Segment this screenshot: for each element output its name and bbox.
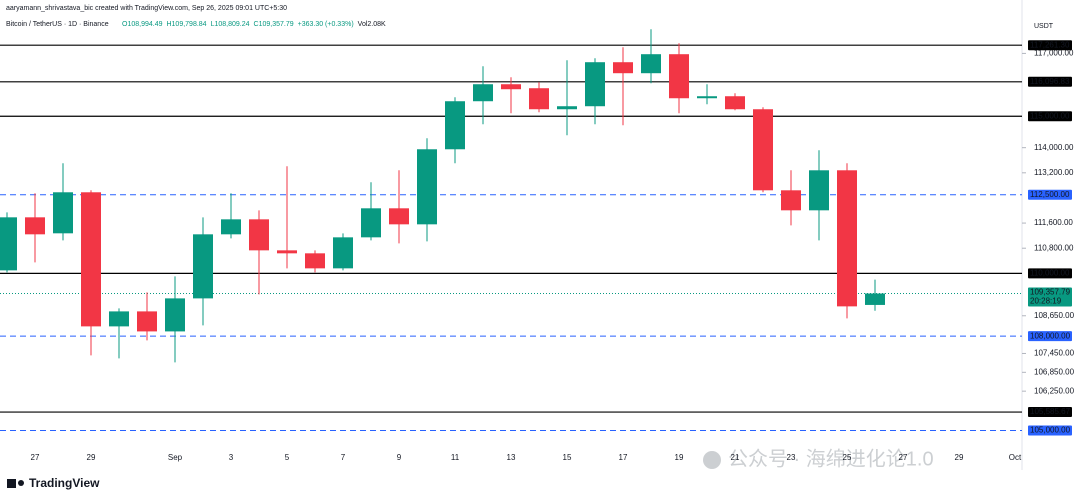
x-tick-label: 5 <box>285 453 290 462</box>
candle-body <box>165 298 185 332</box>
watermark: 公众号 · 海绵进化论1.0 <box>728 447 934 470</box>
candle-body <box>809 170 829 211</box>
countdown: 20:28:19 <box>1030 297 1062 306</box>
symbol: Bitcoin / TetherUS · 1D · Binance <box>6 21 109 28</box>
ohlc-value: C109,357.79 <box>254 21 294 28</box>
credit: aaryamann_shrivastava_bic created with T… <box>6 5 287 12</box>
x-tick-label: 7 <box>341 453 346 462</box>
candle-body <box>837 170 857 307</box>
y-tick-label: 110,800.00 <box>1034 243 1074 252</box>
brand: TradingView <box>29 476 100 490</box>
x-tick-label: Sep <box>168 453 183 462</box>
level-label: 108,000.00 <box>1030 331 1071 340</box>
candle-body <box>529 88 549 110</box>
y-tick-label: 108,650.00 <box>1034 311 1075 320</box>
x-tick-label: Oct <box>1009 453 1022 462</box>
ohlc-value: Vol2.08K <box>358 21 386 28</box>
level-label-box <box>1028 425 1072 436</box>
candle-body <box>249 219 269 251</box>
level-label: 117,261.30 <box>1030 40 1070 49</box>
candle-body <box>221 219 241 235</box>
x-tick-label: 29 <box>87 453 96 462</box>
candle-body <box>445 101 465 150</box>
last-price-box <box>1028 287 1072 307</box>
candle-body <box>417 149 437 225</box>
level-label: 115,000.00 <box>1030 111 1070 120</box>
ohlc-value: L108,809.24 <box>211 21 250 28</box>
candle-body <box>697 96 717 99</box>
last-price-label: 109,357.79 <box>1030 288 1071 297</box>
candle-body <box>361 208 381 238</box>
level-label-box <box>1028 40 1072 51</box>
x-tick-label: 3 <box>229 453 234 462</box>
candle-body <box>109 311 129 327</box>
candle-body <box>53 192 73 234</box>
candle-body <box>137 311 157 332</box>
candle-body <box>305 253 325 269</box>
y-tick-label: 106,250.00 <box>1034 386 1075 395</box>
currency: USDT <box>1034 23 1054 30</box>
candle-body <box>193 234 213 299</box>
y-tick-label: 111,600.00 <box>1034 218 1073 227</box>
candle-body <box>277 250 297 254</box>
candle-body <box>0 217 17 271</box>
x-tick-label: 23 <box>787 453 796 462</box>
x-tick-label: 29 <box>955 453 964 462</box>
candle-body <box>25 217 45 235</box>
level-label: 112,500.00 <box>1030 190 1070 199</box>
candle-body <box>389 208 409 225</box>
y-tick-label: 107,450.00 <box>1034 349 1075 358</box>
candle-body <box>725 96 745 110</box>
brand-logo: TradingView <box>7 476 100 490</box>
level-label-box <box>1028 189 1072 200</box>
x-tick-label: 25 <box>843 453 852 462</box>
candle-body <box>865 293 885 305</box>
level-label-box <box>1028 331 1072 342</box>
candles <box>0 29 885 363</box>
y-tick-label: 106,850.00 <box>1034 367 1075 376</box>
ohlc-value: H109,798.84 <box>166 21 206 28</box>
x-tick-label: 15 <box>563 453 572 462</box>
y-tick-label: 113,200.00 <box>1034 168 1074 177</box>
candle-body <box>501 84 521 90</box>
candle-body <box>557 106 577 110</box>
level-label: 110,000.00 <box>1030 268 1070 277</box>
x-tick-label: 19 <box>675 453 684 462</box>
ohlc-value: +363.30 (+0.33%) <box>298 21 354 28</box>
candle-body <box>613 62 633 74</box>
x-tick-label: 9 <box>397 453 402 462</box>
candle-body <box>81 192 101 327</box>
y-tick-label: 117,000.00 <box>1034 49 1074 58</box>
candle-body <box>753 109 773 191</box>
x-tick-label: 17 <box>619 453 628 462</box>
y-tick-label: 114,000.00 <box>1034 143 1074 152</box>
x-tick-label: 21 <box>731 453 740 462</box>
level-label-box <box>1028 268 1072 279</box>
candle-body <box>641 54 661 74</box>
level-label: 105,000.00 <box>1030 426 1071 435</box>
candle-body <box>781 190 801 211</box>
candle-body <box>333 237 353 269</box>
x-tick-label: 27 <box>31 453 40 462</box>
level-label-box <box>1028 407 1072 418</box>
ohlc-value: O108,994.49 <box>122 21 163 28</box>
x-tick-label: 13 <box>507 453 516 462</box>
candle-body <box>669 54 689 99</box>
candle-body <box>473 84 493 102</box>
x-tick-label: 11 <box>451 453 460 462</box>
watermark-group: 公众号 · 海绵进化论1.0 <box>703 447 934 470</box>
candle-body <box>585 62 605 107</box>
x-tick-label: 27 <box>899 453 908 462</box>
level-label: 116,096.83 <box>1030 77 1070 86</box>
level-label: 105,585.67 <box>1030 407 1071 416</box>
level-label-box <box>1028 111 1072 122</box>
level-label-box <box>1028 76 1072 87</box>
